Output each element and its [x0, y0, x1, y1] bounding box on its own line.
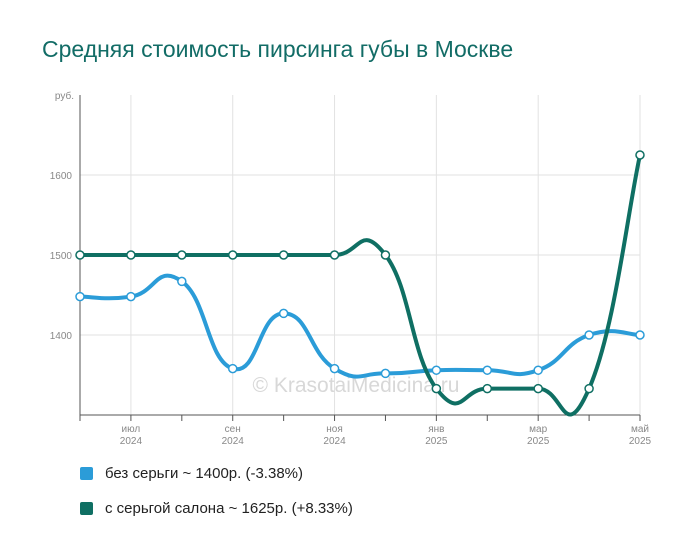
x-tick-year: 2024 [120, 436, 143, 447]
watermark: © KrasotaiMedicina.ru [253, 374, 460, 397]
x-tick-month: сен [225, 424, 241, 435]
data-point[interactable] [584, 383, 594, 394]
data-point[interactable] [329, 363, 340, 374]
x-tick-year: 2024 [323, 436, 346, 447]
x-tick-month: янв [428, 424, 444, 435]
x-tick-year: 2025 [425, 436, 448, 447]
data-point[interactable] [126, 250, 136, 260]
data-point[interactable] [533, 383, 543, 394]
tick-labels: 140015001600руб.июл2024сен2024ноя2024янв… [50, 90, 652, 447]
data-point[interactable] [482, 383, 493, 394]
series-lines [78, 153, 642, 417]
x-tick-month: мар [529, 424, 547, 435]
x-tick-year: 2025 [527, 436, 550, 447]
data-point[interactable] [278, 308, 289, 319]
data-point[interactable] [75, 291, 85, 302]
data-point[interactable] [380, 250, 391, 260]
series-line-1 [78, 273, 642, 379]
data-point[interactable] [227, 363, 238, 374]
data-point[interactable] [126, 291, 136, 302]
data-point[interactable] [635, 330, 645, 340]
data-points [75, 150, 645, 394]
x-tick-month: ноя [326, 424, 343, 435]
data-point[interactable] [431, 383, 442, 394]
x-tick-year: 2025 [629, 436, 652, 447]
data-point[interactable] [278, 250, 289, 260]
legend-label: с серьгой салона ~ 1625р. (+8.33%) [105, 500, 353, 517]
data-point[interactable] [177, 250, 187, 260]
data-point[interactable] [177, 276, 187, 287]
legend-swatch [80, 502, 93, 515]
chart-title: Средняя стоимость пирсинга губы в Москве [42, 36, 514, 62]
y-tick-label: 1600 [50, 171, 73, 182]
x-tick-year: 2024 [222, 436, 245, 447]
legend-item-series-1[interactable]: без серьги ~ 1400р. (-3.38%) [80, 465, 303, 482]
data-point[interactable] [482, 365, 493, 375]
data-point[interactable] [584, 330, 594, 340]
legend-swatch [80, 467, 93, 480]
y-axis-unit: руб. [55, 90, 74, 102]
y-tick-label: 1500 [50, 251, 73, 262]
y-tick-label: 1400 [50, 331, 73, 342]
legend-item-series-2[interactable]: с серьгой салона ~ 1625р. (+8.33%) [80, 500, 353, 517]
data-point[interactable] [227, 250, 238, 260]
data-point[interactable] [431, 365, 442, 375]
series-line-2 [78, 153, 642, 417]
legend-label: без серьги ~ 1400р. (-3.38%) [105, 465, 303, 482]
axes [79, 95, 641, 421]
data-point[interactable] [533, 365, 543, 375]
data-point[interactable] [635, 150, 645, 160]
data-point[interactable] [380, 368, 391, 379]
x-tick-month: июл [122, 424, 141, 435]
data-point[interactable] [75, 250, 85, 260]
data-point[interactable] [329, 250, 340, 260]
x-tick-month: май [631, 424, 649, 435]
